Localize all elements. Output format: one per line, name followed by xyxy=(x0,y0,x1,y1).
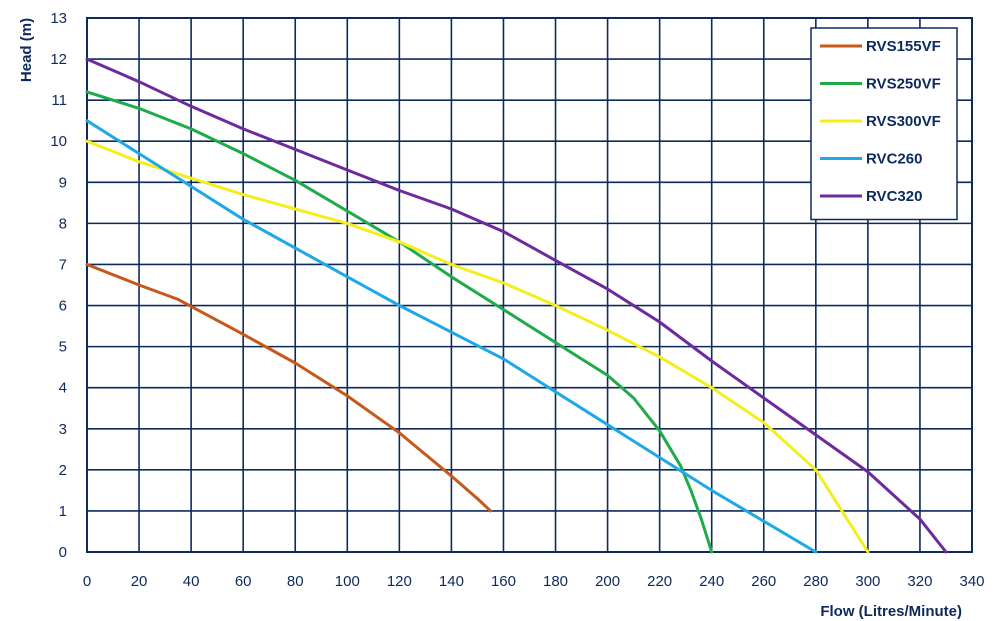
series-line-rvs155vf xyxy=(85,263,492,513)
y-tick-label: 0 xyxy=(59,544,67,561)
y-tick-label: 3 xyxy=(59,421,67,438)
tick-labels: 0 20 40 60 80 100 120 140 160 180 200 220 240 260 280 3… xyxy=(50,10,984,590)
x-axis-title: Flow (Litres/Minute) xyxy=(820,603,962,620)
series-line-rvc320 xyxy=(85,57,948,554)
y-tick-label: 4 xyxy=(59,380,67,397)
x-tick-label: 60 xyxy=(235,573,252,590)
x-tick-label: 40 xyxy=(183,573,200,590)
y-tick-label: 6 xyxy=(59,298,67,315)
x-tick-label: 200 xyxy=(595,573,620,590)
x-tick-label: 280 xyxy=(803,573,828,590)
plot-frame xyxy=(86,17,973,553)
series-line-rvc260 xyxy=(85,119,818,554)
x-tick-label: 140 xyxy=(439,573,464,590)
legend-label: RVC260 xyxy=(866,151,922,168)
x-tick-label: 320 xyxy=(907,573,932,590)
x-tick-label: 220 xyxy=(647,573,672,590)
x-tick-label: 160 xyxy=(491,573,516,590)
y-tick-label: 13 xyxy=(50,10,67,27)
y-tick-label: 1 xyxy=(59,503,67,520)
series-line-rvs300vf xyxy=(85,139,870,554)
x-tick-label: 0 xyxy=(83,573,91,590)
y-tick-label: 12 xyxy=(50,51,67,68)
y-tick-label: 7 xyxy=(59,256,67,273)
legend: RVS155VF RVS250VF RVS300VF RVC260 RVC320 xyxy=(810,27,958,221)
y-tick-label: 10 xyxy=(50,133,67,150)
x-tick-label: 300 xyxy=(855,573,880,590)
x-tick-label: 120 xyxy=(387,573,412,590)
x-tick-label: 100 xyxy=(335,573,360,590)
y-tick-label: 9 xyxy=(59,174,67,191)
x-tick-label: 340 xyxy=(959,573,984,590)
legend-label: RVS300VF xyxy=(866,113,941,130)
x-tick-label: 240 xyxy=(699,573,724,590)
y-axis-title: Head (m) xyxy=(18,18,35,82)
series-lines xyxy=(85,57,948,554)
y-tick-label: 5 xyxy=(59,339,67,356)
legend-label: RVS250VF xyxy=(866,76,941,93)
legend-label: RVC320 xyxy=(866,188,922,205)
y-tick-label: 2 xyxy=(59,462,67,479)
y-tick-label: 8 xyxy=(59,215,67,232)
x-tick-label: 80 xyxy=(287,573,304,590)
y-tick-label: 11 xyxy=(51,92,67,109)
x-tick-label: 260 xyxy=(751,573,776,590)
legend-label: RVS155VF xyxy=(866,38,941,55)
x-tick-label: 180 xyxy=(543,573,568,590)
legend-box xyxy=(810,27,958,221)
x-tick-label: 20 xyxy=(131,573,148,590)
